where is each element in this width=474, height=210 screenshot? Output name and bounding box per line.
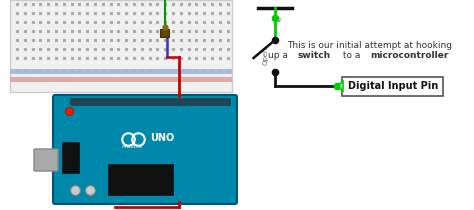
- Text: 5V: 5V: [262, 0, 280, 2]
- Polygon shape: [339, 80, 343, 92]
- FancyBboxPatch shape: [343, 76, 444, 96]
- Text: to a: to a: [340, 51, 364, 60]
- FancyBboxPatch shape: [161, 29, 170, 37]
- Text: Digital Input Pin: Digital Input Pin: [348, 81, 438, 91]
- FancyBboxPatch shape: [53, 95, 237, 204]
- Text: Open: Open: [263, 47, 269, 65]
- FancyBboxPatch shape: [10, 0, 232, 92]
- Text: UNO: UNO: [150, 133, 174, 143]
- FancyBboxPatch shape: [10, 69, 232, 74]
- FancyBboxPatch shape: [70, 98, 230, 105]
- FancyBboxPatch shape: [63, 142, 80, 172]
- FancyBboxPatch shape: [10, 77, 232, 82]
- Text: microcontroller: microcontroller: [371, 51, 449, 60]
- Text: up a: up a: [268, 51, 291, 60]
- Text: Arduino: Arduino: [121, 144, 143, 150]
- FancyBboxPatch shape: [34, 149, 58, 171]
- Text: switch: switch: [298, 51, 331, 60]
- Text: This is our initial attempt at hooking: This is our initial attempt at hooking: [288, 41, 453, 50]
- FancyBboxPatch shape: [108, 164, 173, 195]
- Text: 2: 2: [278, 18, 281, 24]
